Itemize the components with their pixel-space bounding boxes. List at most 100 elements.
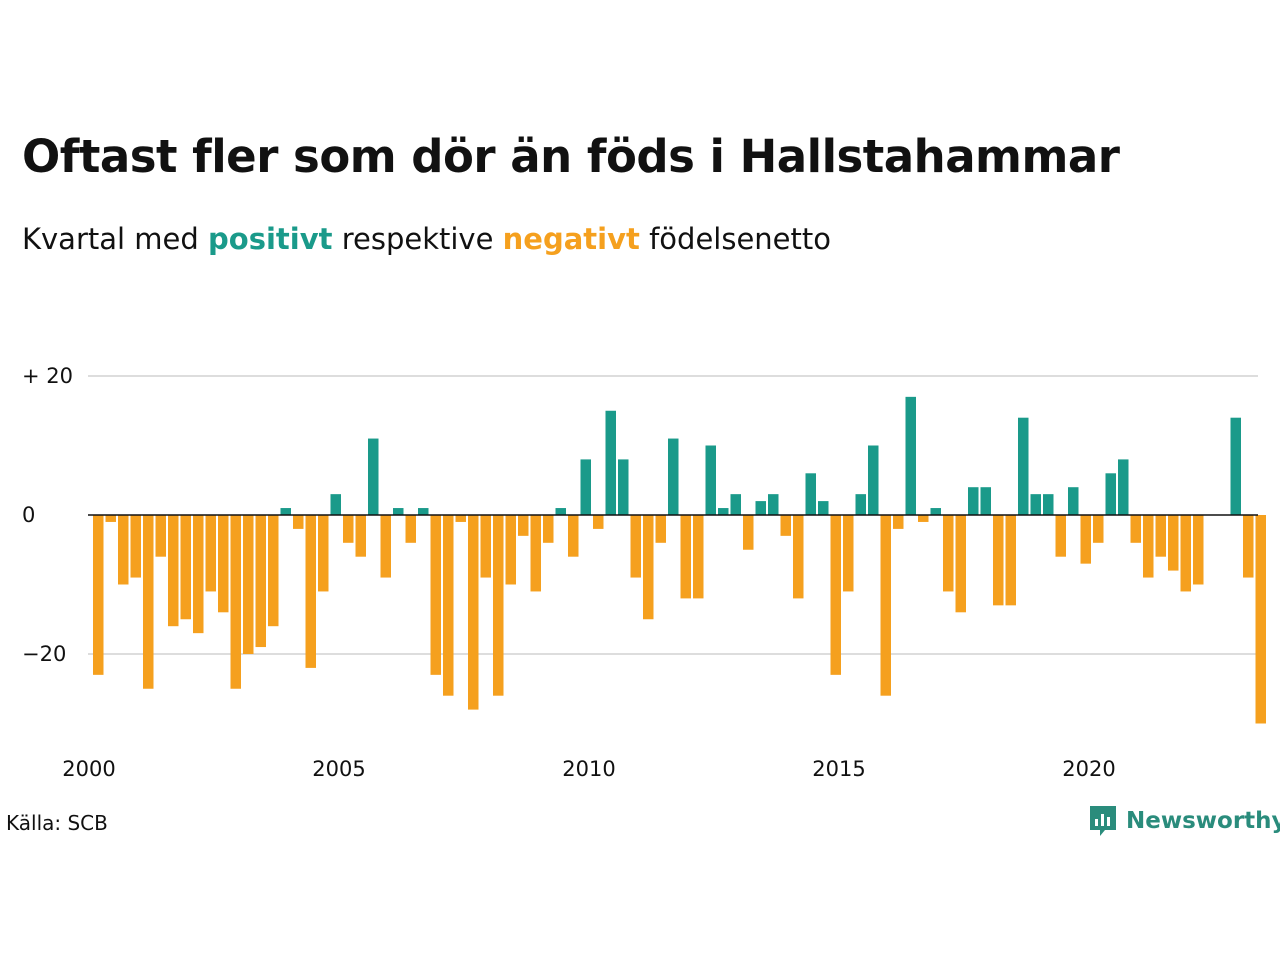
bar bbox=[480, 515, 491, 578]
bar bbox=[318, 515, 329, 592]
x-tick-label: 2000 bbox=[62, 757, 115, 781]
bar bbox=[718, 508, 729, 515]
x-tick-label: 2015 bbox=[812, 757, 865, 781]
bar bbox=[880, 515, 891, 696]
subtitle-prefix: Kvartal med bbox=[22, 222, 209, 256]
bar bbox=[118, 515, 129, 585]
bar bbox=[205, 515, 216, 592]
bar bbox=[993, 515, 1004, 606]
bar bbox=[430, 515, 441, 675]
bar bbox=[868, 445, 879, 515]
bar bbox=[655, 515, 666, 543]
brand-name: Newsworthy bbox=[1126, 808, 1280, 834]
bar bbox=[568, 515, 579, 557]
y-tick-label: −20 bbox=[22, 642, 66, 666]
chart-subtitle: Kvartal med positivt respektive negativt… bbox=[22, 222, 831, 256]
bar bbox=[1243, 515, 1254, 578]
bar bbox=[243, 515, 254, 654]
bar bbox=[980, 487, 991, 515]
bar bbox=[393, 508, 404, 515]
bar bbox=[193, 515, 204, 634]
bar bbox=[605, 410, 616, 515]
bar bbox=[755, 501, 766, 515]
bar bbox=[893, 515, 904, 529]
bar bbox=[1130, 515, 1141, 543]
bar bbox=[643, 515, 654, 620]
y-tick-label: + 20 bbox=[22, 364, 73, 388]
bar bbox=[793, 515, 804, 599]
bar bbox=[105, 515, 116, 522]
bar bbox=[130, 515, 141, 578]
bar-chart: + 20 0 −20 2000 2005 2010 2015 2020 bbox=[22, 364, 1266, 781]
bar bbox=[1018, 417, 1029, 515]
x-tick-label: 2020 bbox=[1062, 757, 1115, 781]
bar bbox=[330, 494, 341, 515]
bar bbox=[343, 515, 354, 543]
bar bbox=[730, 494, 741, 515]
bar bbox=[1155, 515, 1166, 557]
source-note: Källa: SCB bbox=[6, 811, 108, 835]
bar bbox=[905, 396, 916, 515]
bar bbox=[230, 515, 241, 689]
subtitle-middle: respektive bbox=[332, 222, 503, 256]
bar bbox=[293, 515, 304, 529]
bar bbox=[818, 501, 829, 515]
bar bbox=[968, 487, 979, 515]
bar bbox=[930, 508, 941, 515]
bar bbox=[280, 508, 291, 515]
bar bbox=[1118, 459, 1129, 515]
bar bbox=[455, 515, 466, 522]
bar bbox=[668, 438, 679, 515]
bar bbox=[580, 459, 591, 515]
bar bbox=[1080, 515, 1091, 564]
subtitle-suffix: födelsenetto bbox=[639, 222, 831, 256]
bar bbox=[218, 515, 229, 613]
subtitle-positive-word: positivt bbox=[208, 222, 333, 256]
chart-title: Oftast fler som dör än föds i Hallstaham… bbox=[22, 130, 1120, 183]
subtitle-negative-word: negativt bbox=[502, 222, 640, 256]
bar bbox=[468, 515, 479, 710]
bar bbox=[518, 515, 529, 536]
bar bbox=[593, 515, 604, 529]
bar bbox=[855, 494, 866, 515]
bar bbox=[268, 515, 279, 627]
bar bbox=[830, 515, 841, 675]
bar bbox=[680, 515, 691, 599]
bar bbox=[918, 515, 929, 522]
x-tick-label: 2010 bbox=[562, 757, 615, 781]
bar bbox=[768, 494, 779, 515]
x-tick-label: 2005 bbox=[312, 757, 365, 781]
bar bbox=[555, 508, 566, 515]
bar bbox=[493, 515, 504, 696]
bar bbox=[1005, 515, 1016, 606]
bar bbox=[93, 515, 104, 675]
bar bbox=[943, 515, 954, 592]
bar bbox=[418, 508, 429, 515]
bar bbox=[180, 515, 191, 620]
bar bbox=[505, 515, 516, 585]
bar bbox=[843, 515, 854, 592]
bar bbox=[368, 438, 379, 515]
bar bbox=[1055, 515, 1066, 557]
newsworthy-logo-icon bbox=[1090, 806, 1116, 836]
bar bbox=[355, 515, 366, 557]
bar bbox=[618, 459, 629, 515]
bar bbox=[255, 515, 266, 648]
y-axis-ticks: + 20 0 −20 bbox=[22, 364, 73, 666]
bar bbox=[1180, 515, 1191, 592]
bar bbox=[693, 515, 704, 599]
bar bbox=[1168, 515, 1179, 571]
bar bbox=[955, 515, 966, 613]
bar bbox=[1030, 494, 1041, 515]
bar bbox=[1068, 487, 1079, 515]
bar bbox=[143, 515, 154, 689]
bar bbox=[530, 515, 541, 592]
bar bbox=[1093, 515, 1104, 543]
y-tick-label: 0 bbox=[22, 503, 35, 527]
bar bbox=[168, 515, 179, 627]
bar bbox=[405, 515, 416, 543]
bar bbox=[305, 515, 316, 668]
grid-lines bbox=[88, 375, 1258, 655]
bar bbox=[1143, 515, 1154, 578]
bar bbox=[743, 515, 754, 550]
